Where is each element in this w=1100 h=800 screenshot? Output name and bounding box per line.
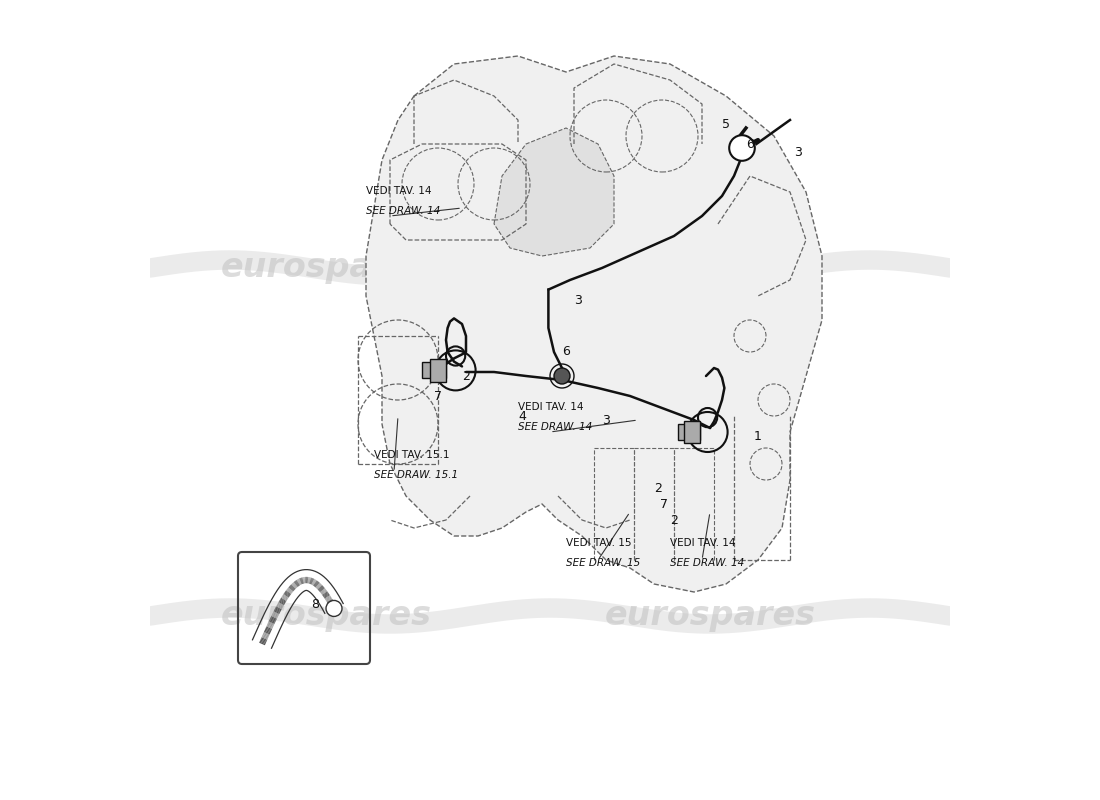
Text: SEE DRAW. 14: SEE DRAW. 14	[366, 206, 440, 216]
Text: VEDI TAV. 14: VEDI TAV. 14	[518, 402, 583, 412]
Text: VEDI TAV. 14: VEDI TAV. 14	[366, 186, 431, 196]
Text: SEE DRAW. 14: SEE DRAW. 14	[518, 422, 592, 432]
Circle shape	[729, 135, 755, 161]
Text: 6: 6	[562, 346, 570, 358]
Polygon shape	[494, 128, 614, 256]
Text: 7: 7	[660, 498, 668, 510]
Text: 2: 2	[654, 482, 662, 494]
FancyBboxPatch shape	[684, 421, 701, 443]
Text: 8: 8	[311, 598, 320, 610]
Circle shape	[554, 368, 570, 384]
Text: 4: 4	[518, 410, 526, 422]
Circle shape	[326, 601, 342, 617]
Text: VEDI TAV. 14: VEDI TAV. 14	[670, 538, 736, 548]
FancyBboxPatch shape	[430, 359, 446, 382]
Text: eurospares: eurospares	[220, 251, 431, 285]
Text: SEE DRAW. 15.1: SEE DRAW. 15.1	[374, 470, 458, 480]
Text: eurospares: eurospares	[605, 599, 815, 633]
Text: 2: 2	[670, 514, 678, 526]
Text: SEE DRAW. 15: SEE DRAW. 15	[566, 558, 640, 568]
Text: SEE DRAW. 14: SEE DRAW. 14	[670, 558, 745, 568]
Text: VEDI TAV. 15.1: VEDI TAV. 15.1	[374, 450, 450, 460]
Text: 6: 6	[746, 138, 754, 150]
FancyBboxPatch shape	[678, 424, 701, 440]
Text: 3: 3	[602, 414, 609, 426]
Text: eurospares: eurospares	[605, 251, 815, 285]
Text: VEDI TAV. 15: VEDI TAV. 15	[566, 538, 631, 548]
FancyBboxPatch shape	[422, 362, 446, 378]
Text: eurospares: eurospares	[220, 599, 431, 633]
Text: 1: 1	[755, 430, 762, 442]
Text: 3: 3	[574, 294, 582, 306]
Text: 3: 3	[794, 146, 802, 158]
Text: 5: 5	[722, 118, 730, 130]
Text: 2: 2	[462, 370, 470, 382]
Polygon shape	[366, 56, 822, 592]
Text: 7: 7	[434, 390, 442, 402]
